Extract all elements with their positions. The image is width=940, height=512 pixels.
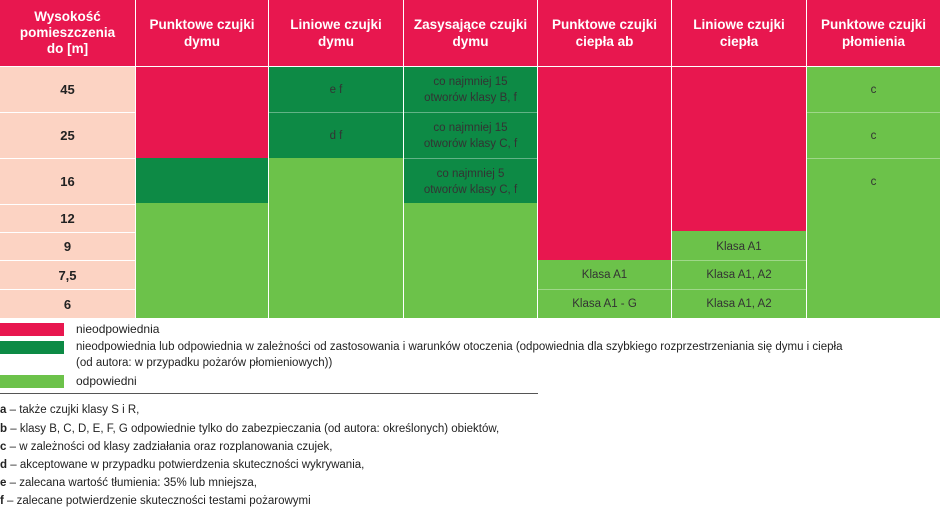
footnote-text: – także czujki klasy S i R, (6, 404, 140, 416)
footnote-key: f (0, 495, 4, 507)
footnote-key: e (0, 477, 7, 489)
cell-text-line-heat-6: Klasa A1, A2 (706, 298, 772, 310)
cell-text-flame-45: c (870, 83, 877, 96)
cell-point-smoke-conditional (136, 158, 268, 203)
footnote-text: – w zależności od klasy zadziałania oraz… (6, 441, 333, 453)
header-point-heat: Punktowe czujki ciepła ab (538, 0, 671, 66)
header-room-height: Wysokość pomieszczenia do [m] (0, 0, 135, 66)
footnote-key: b (0, 423, 8, 435)
footnote-a: a – także czujki klasy S i R, (0, 403, 139, 418)
legend-swatch-light-green (0, 375, 64, 388)
cell-text-line: otworów klasy B, f (424, 91, 517, 104)
footnote-key: d (0, 459, 8, 471)
cell-flame-suitable (807, 67, 940, 318)
header-line: płomienia (841, 34, 905, 49)
cell-line-heat-suitable (672, 231, 806, 318)
row-label-45: 45 (0, 67, 135, 112)
cell-text-flame-16: c (870, 175, 877, 188)
row-label-16: 16 (0, 159, 135, 204)
cell-aspirating-conditional (404, 67, 537, 203)
cell-text-line: otworów klasy C, f (423, 137, 518, 150)
row-label-6: 6 (0, 290, 135, 318)
header-line: Punktowe czujki (551, 17, 658, 32)
cell-text-line-smoke-45: e f (329, 83, 343, 96)
cell-text-line-smoke-25: d f (329, 129, 343, 142)
header-point-flame: Punktowe czujki płomienia (807, 0, 940, 66)
header-line: ciepła ab (575, 34, 634, 49)
footnote-text: – zalecane potwierdzenie skuteczności te… (3, 495, 311, 507)
cell-text-aspirating-25: co najmniej 15 otworów klasy C, f (404, 113, 537, 158)
notes-divider (0, 393, 538, 394)
header-line: Wysokość (34, 9, 101, 24)
header-line: ciepła (719, 34, 759, 49)
footnote-text: – zalecana wartość tłumienia: 35% lub mn… (6, 477, 257, 489)
cell-text-point-heat-6: Klasa A1 - G (572, 298, 637, 310)
header-line: pomieszczenia (19, 25, 116, 40)
row-label-9: 9 (0, 233, 135, 260)
header-line: dymu (452, 34, 489, 49)
cell-point-heat-unsuitable (538, 67, 671, 260)
cell-line-smoke-conditional (269, 67, 403, 158)
cell-text-line: otworów klasy C, f (423, 183, 518, 196)
header-line: dymu (183, 34, 220, 49)
footnote-key: c (0, 441, 7, 453)
footnote-b: b – klasy B, C, D, E, F, G odpowiednie t… (0, 422, 499, 437)
footnote-f: f – zalecane potwierdzenie skuteczności … (0, 494, 311, 509)
legend-text-conditional-1: nieodpowiednia lub odpowiednia w zależno… (76, 341, 843, 353)
header-line: Liniowe czujki (693, 17, 785, 32)
legend-text-conditional-2: (od autora: w przypadku pożarów płomieni… (76, 357, 333, 369)
header-point-smoke: Punktowe czujki dymu (136, 0, 268, 66)
header-aspirating-smoke: Zasysające czujki dymu (404, 0, 537, 66)
footnote-key: a (0, 404, 7, 416)
header-line: Punktowe czujki (820, 17, 927, 32)
cell-line-smoke-suitable (269, 158, 403, 318)
cell-text-line: co najmniej 5 (436, 167, 505, 180)
legend-swatch-red (0, 323, 64, 336)
detector-suitability-table: Wysokość pomieszczenia do [m] Punktowe c… (0, 0, 940, 318)
footnote-text: – klasy B, C, D, E, F, G odpowiednie tyl… (7, 423, 500, 435)
header-line-heat: Liniowe czujki ciepła (672, 0, 806, 66)
header-line: Punktowe czujki (149, 17, 255, 32)
header-line: dymu (317, 34, 354, 49)
cell-text-line-heat-9: Klasa A1 (716, 240, 762, 253)
cell-text-line: co najmniej 15 (433, 121, 508, 134)
legend-text-suitable: odpowiedni (76, 374, 137, 388)
cell-text-point-heat-7-5: Klasa A1 (581, 269, 628, 281)
row-label-25: 25 (0, 113, 135, 158)
legend-swatch-dark-green (0, 341, 64, 354)
footnote-d: d – akceptowane w przypadku potwierdzeni… (0, 458, 364, 473)
header-line: Zasysające czujki (413, 17, 528, 32)
legend-text-unsuitable: nieodpowiednia (76, 322, 160, 336)
header-line: do [m] (46, 41, 89, 56)
cell-text-line: co najmniej 15 (433, 75, 508, 88)
row-label-12: 12 (0, 205, 135, 232)
cell-line-heat-unsuitable (672, 67, 806, 231)
header-line: Liniowe czujki (290, 17, 382, 32)
footnote-text: – akceptowane w przypadku potwierdzenia … (7, 459, 365, 471)
cell-point-heat-suitable (538, 260, 671, 318)
footnote-e: e – zalecana wartość tłumienia: 35% lub … (0, 476, 257, 491)
cell-text-flame-25: c (870, 129, 877, 142)
header-line-smoke: Liniowe czujki dymu (269, 0, 403, 66)
footnote-c: c – w zależności od klasy zadziałania or… (0, 440, 332, 455)
cell-text-aspirating-16: co najmniej 5 otworów klasy C, f (404, 159, 537, 204)
cell-text-aspirating-45: co najmniej 15 otworów klasy B, f (404, 67, 537, 112)
cell-aspirating-suitable (404, 203, 537, 318)
row-label-7-5: 7,5 (0, 261, 135, 289)
cell-point-smoke-suitable (136, 203, 268, 318)
cell-point-smoke-unsuitable (136, 67, 268, 158)
cell-text-line-heat-7-5: Klasa A1, A2 (706, 269, 772, 281)
